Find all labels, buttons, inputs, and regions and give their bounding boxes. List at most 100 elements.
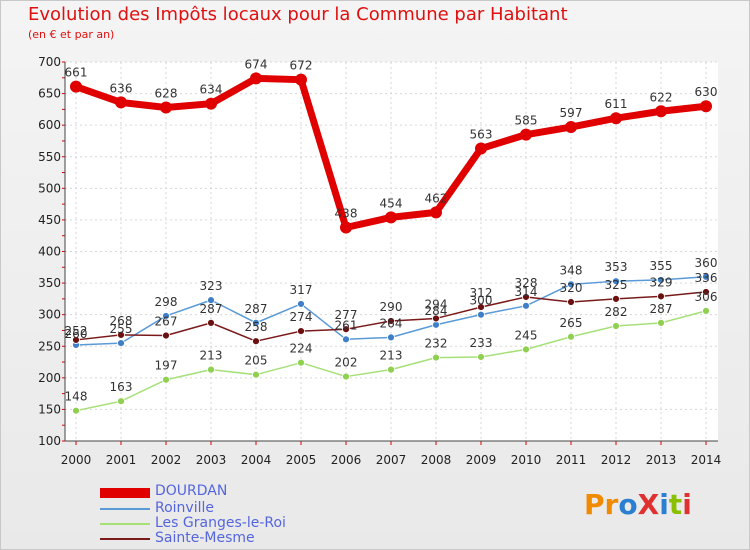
data-label-dourdan: 628: [155, 86, 178, 100]
data-label-roinville: 264: [380, 316, 403, 330]
data-point-les-granges-le-roi: [657, 318, 665, 327]
data-point-les-granges-le-roi: [72, 406, 80, 415]
data-point-dourdan: [610, 112, 622, 125]
data-label-roinville: 255: [110, 322, 133, 336]
data-point-roinville: [207, 296, 215, 305]
data-label-les-granges-le-roi: 213: [380, 349, 403, 363]
data-label-dourdan: 672: [290, 59, 313, 73]
data-point-les-granges-le-roi: [477, 353, 485, 361]
data-label-sainte-mesme: 260: [65, 327, 88, 341]
data-point-sainte-mesme: [612, 294, 620, 303]
y-tick-label: 150: [38, 402, 61, 416]
data-point-dourdan: [70, 80, 82, 93]
x-tick-label: 2013: [646, 453, 677, 467]
legend-line-dourdan: [100, 488, 150, 498]
data-point-sainte-mesme: [522, 293, 530, 301]
data-label-dourdan: 585: [515, 114, 538, 128]
data-label-roinville: 252: [65, 324, 88, 338]
data-point-dourdan: [520, 128, 532, 141]
data-point-roinville: [252, 318, 260, 327]
data-point-dourdan: [205, 97, 217, 110]
data-label-dourdan: 454: [380, 196, 403, 210]
data-point-roinville: [477, 310, 485, 319]
data-point-dourdan: [700, 100, 712, 113]
data-point-roinville: [702, 272, 710, 281]
data-label-roinville: 323: [200, 279, 223, 293]
data-label-sainte-mesme: 320: [560, 281, 583, 295]
data-label-les-granges-le-roi: 306: [695, 290, 718, 304]
x-tick-label: 2004: [241, 453, 272, 467]
data-point-sainte-mesme: [297, 327, 305, 335]
x-tick-label: 2002: [151, 453, 182, 467]
data-point-roinville: [162, 312, 170, 320]
data-label-dourdan: 674: [245, 57, 268, 71]
data-label-les-granges-le-roi: 245: [515, 328, 538, 342]
proxiti-logo: ProXiti: [584, 488, 692, 521]
data-label-roinville: 355: [650, 259, 673, 273]
data-point-dourdan: [340, 221, 352, 234]
data-point-roinville: [567, 280, 575, 289]
data-label-les-granges-le-roi: 202: [335, 356, 358, 370]
x-tick-label: 2005: [286, 453, 317, 467]
data-label-les-granges-le-roi: 163: [110, 380, 133, 394]
legend-label-granges: Les Granges-le-Roi: [155, 515, 286, 531]
data-label-les-granges-le-roi: 148: [65, 390, 88, 404]
data-label-roinville: 287: [245, 302, 268, 316]
data-point-roinville: [657, 276, 665, 284]
data-label-les-granges-le-roi: 282: [605, 305, 628, 319]
data-point-sainte-mesme: [657, 292, 665, 301]
data-label-sainte-mesme: 258: [245, 320, 268, 334]
y-tick-label: 100: [38, 434, 61, 448]
data-label-les-granges-le-roi: 233: [470, 336, 493, 350]
data-point-les-granges-le-roi: [297, 358, 305, 367]
data-point-sainte-mesme: [432, 314, 440, 323]
data-point-sainte-mesme: [567, 298, 575, 306]
data-label-les-granges-le-roi: 265: [560, 316, 583, 330]
data-point-sainte-mesme: [207, 318, 215, 327]
data-label-sainte-mesme: 287: [200, 302, 223, 316]
y-tick-label: 300: [38, 308, 61, 322]
x-tick-label: 2000: [61, 453, 92, 467]
data-point-sainte-mesme: [702, 288, 710, 296]
x-tick-label: 2008: [421, 453, 452, 467]
data-label-roinville: 317: [290, 283, 313, 297]
data-label-sainte-mesme: 328: [515, 276, 538, 290]
data-label-dourdan: 634: [200, 83, 223, 97]
x-tick-label: 2012: [601, 453, 632, 467]
data-point-les-granges-le-roi: [387, 365, 395, 374]
data-point-les-granges-le-roi: [342, 372, 350, 381]
y-tick-label: 200: [38, 371, 61, 385]
data-point-les-granges-le-roi: [252, 370, 260, 379]
y-tick-label: 700: [38, 55, 61, 69]
data-point-les-granges-le-roi: [117, 397, 125, 406]
data-label-dourdan: 630: [695, 85, 718, 99]
legend-label-sainte-mesme: Sainte-Mesme: [155, 530, 255, 546]
data-point-les-granges-le-roi: [522, 345, 530, 354]
data-point-dourdan: [385, 211, 397, 224]
data-point-les-granges-le-roi: [567, 332, 575, 341]
data-point-les-granges-le-roi: [612, 322, 620, 330]
legend-line-sainte-mesme: [100, 538, 150, 540]
data-label-dourdan: 611: [605, 97, 628, 111]
data-label-sainte-mesme: 294: [425, 297, 448, 311]
legend-label-dourdan: DOURDAN: [155, 483, 228, 499]
x-tick-label: 2003: [196, 453, 227, 467]
data-label-sainte-mesme: 277: [335, 308, 358, 322]
data-point-roinville: [522, 301, 530, 310]
data-point-dourdan: [655, 105, 667, 118]
y-tick-label: 450: [38, 213, 61, 227]
data-label-roinville: 360: [695, 256, 718, 270]
data-label-les-granges-le-roi: 287: [650, 302, 673, 316]
legend-line-roinville: [100, 508, 150, 510]
chart-title: Evolution des Impôts locaux pour la Comm…: [28, 4, 568, 25]
data-label-roinville: 261: [335, 318, 358, 332]
x-tick-label: 2014: [691, 453, 722, 467]
data-point-sainte-mesme: [342, 325, 350, 334]
data-point-dourdan: [430, 206, 442, 219]
x-tick-label: 2010: [511, 453, 542, 467]
data-point-roinville: [297, 300, 305, 308]
data-label-roinville: 298: [155, 295, 178, 309]
y-tick-label: 250: [38, 339, 61, 353]
data-label-dourdan: 661: [65, 66, 88, 80]
